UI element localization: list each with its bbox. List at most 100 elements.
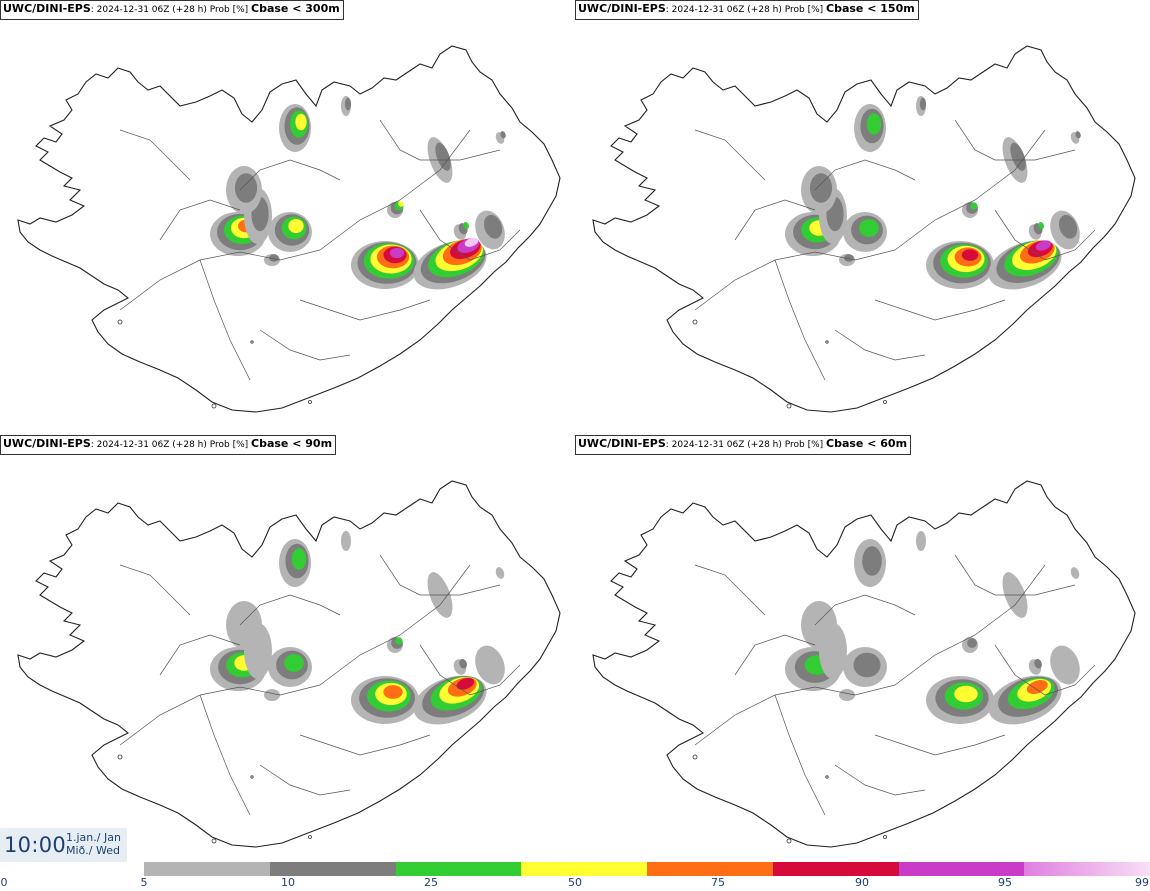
field-label: Cbase < 90m [251,437,333,450]
field-label: Cbase < 60m [826,437,908,450]
valid-date-line2: Mið./ Wed [66,844,120,857]
prob-contour [495,567,505,579]
iceland-map [592,480,1136,848]
probability-field [785,96,1081,290]
prob-contour [1058,214,1078,239]
prob-contour [1010,142,1026,171]
map-panel: UWC/DINI-EPS: 2024-12-31 06Z (+28 h) Pro… [575,0,1149,434]
prob-contour [859,219,879,237]
model-name: UWC/DINI-EPS [578,2,666,15]
colorbar-segment [521,862,647,876]
prob-contour [288,219,304,233]
run-info: : 2024-12-31 06Z (+28 h) Prob [%] [665,440,827,450]
probability-field [210,96,506,290]
run-info: : 2024-12-31 06Z (+28 h) Prob [%] [90,5,252,15]
colorbar-tick-label: 5 [140,876,148,889]
prob-contour [344,97,352,111]
colorbar-tick-label: 25 [424,876,438,889]
run-info: : 2024-12-31 06Z (+28 h) Prob [%] [90,440,252,450]
valid-date-line1: 1.jan./ Jan [66,831,121,844]
map-panel: UWC/DINI-EPS: 2024-12-31 06Z (+28 h) Pro… [0,435,574,869]
probability-colorbar [144,862,1150,876]
prob-contour [1035,240,1052,251]
panel-title: UWC/DINI-EPS: 2024-12-31 06Z (+28 h) Pro… [575,0,919,20]
prob-contour [435,142,451,171]
region-borders [694,119,1096,381]
prob-contour [866,113,882,135]
panel-title: UWC/DINI-EPS: 2024-12-31 06Z (+28 h) Pro… [0,0,344,20]
prob-contour [383,685,403,699]
prob-contour [970,202,978,210]
iceland-map [17,480,561,848]
coastline [592,480,1136,848]
field-label: Cbase < 300m [251,2,340,15]
coastline [17,480,561,848]
prob-contour [1026,680,1048,695]
colorbar-segment [395,862,522,876]
prob-contour [1075,131,1081,139]
small-islands [117,319,312,409]
prob-contour [234,173,258,203]
small-islands [117,754,312,844]
field-label: Cbase < 150m [826,2,915,15]
colorbar-segment [647,862,773,876]
coastline [17,45,561,413]
prob-contour [291,548,307,570]
iceland-map [592,45,1136,413]
prob-contour [839,689,855,701]
prob-contour [916,531,926,551]
small-islands [692,319,887,409]
coastline [592,45,1136,413]
prob-contour [1050,645,1080,685]
colorbar-segment [269,862,396,876]
model-name: UWC/DINI-EPS [3,2,91,15]
prob-contour [264,689,280,701]
colorbar-tick-label: 90 [855,876,869,889]
colorbar-tick-label: 75 [711,876,725,889]
model-name: UWC/DINI-EPS [578,437,666,450]
prob-contour [226,601,262,649]
valid-time-date: 1.jan./ Jan Mið./ Wed [66,831,121,857]
valid-time-clock: 10:00 [4,833,67,857]
valid-time-box: 10:00 1.jan./ Jan Mið./ Wed [0,828,127,862]
prob-contour [1038,221,1044,230]
region-borders [119,119,521,381]
probability-field [210,531,505,725]
prob-contour [961,249,979,261]
colorbar-tick-label: 99 [1135,876,1149,889]
colorbar-segment [772,862,899,876]
prob-contour [853,652,881,678]
colorbar-tick-label: 50 [568,876,582,889]
colorbar-tick-label: 10 [281,876,295,889]
panel-title: UWC/DINI-EPS: 2024-12-31 06Z (+28 h) Pro… [0,435,337,455]
colorbar-segment [144,862,270,876]
panel-title: UWC/DINI-EPS: 2024-12-31 06Z (+28 h) Pro… [575,435,912,455]
prob-contour [954,685,978,703]
region-borders [694,554,1096,816]
map-panel: UWC/DINI-EPS: 2024-12-31 06Z (+28 h) Pro… [575,435,1149,869]
prob-contour [500,131,506,139]
prob-contour [809,173,833,203]
prob-contour [844,254,854,262]
prob-contour [398,201,404,207]
colorbar-segment [1024,862,1150,876]
prob-contour [1034,658,1042,669]
colorbar-tick-label: 0 [0,876,8,889]
model-name: UWC/DINI-EPS [3,437,91,450]
prob-contour [389,247,405,259]
run-info: : 2024-12-31 06Z (+28 h) Prob [%] [665,5,827,15]
small-islands [692,754,887,844]
prob-contour [269,254,279,262]
prob-contour [483,214,503,239]
prob-contour [464,237,479,247]
prob-contour [456,677,475,690]
prob-contour [341,531,351,551]
prob-contour [919,97,927,111]
prob-contour [1070,567,1080,579]
prob-contour [395,637,403,645]
prob-contour [463,221,469,230]
prob-contour [801,601,837,649]
prob-contour [295,113,307,131]
iceland-map [17,45,561,413]
prob-contour [475,645,505,685]
